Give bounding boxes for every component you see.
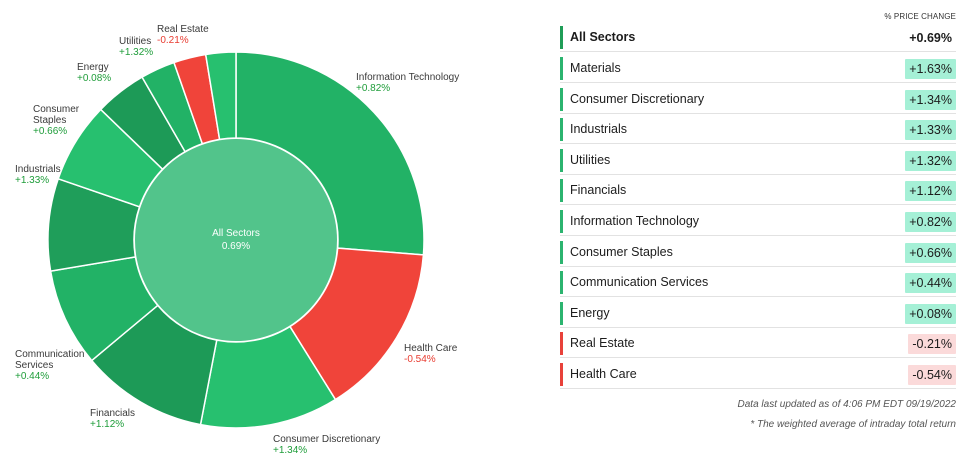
row-color-bar — [560, 118, 563, 142]
row-name: Utilities — [570, 152, 611, 167]
row-name: Consumer Staples — [570, 244, 673, 259]
center-value: 0.69% — [222, 241, 250, 252]
slice-label-name: Industrials — [15, 164, 61, 175]
row-value: +1.32% — [905, 150, 956, 171]
slice-label-value: +1.33% — [15, 175, 49, 186]
slice-label-name: Utilities — [119, 36, 151, 47]
slice-label-name: Communication Services — [15, 349, 84, 371]
row-value: +0.69% — [909, 31, 952, 45]
row-value: +0.08% — [905, 303, 956, 324]
row-name: Real Estate — [570, 336, 635, 351]
row-color-bar — [560, 179, 563, 203]
row-color-bar — [560, 148, 563, 172]
slice-label-name: Health Care — [404, 343, 458, 354]
table-row[interactable]: Information Technology +0.82% — [560, 208, 956, 236]
row-color-bar — [560, 57, 563, 80]
table-row[interactable]: Materials +1.63% — [560, 55, 956, 83]
row-value: +0.44% — [905, 273, 956, 294]
row-value: +1.33% — [905, 120, 956, 141]
row-name: Financials — [570, 183, 627, 198]
column-header: % PRICE CHANGE — [884, 12, 956, 21]
slice-materials[interactable] — [204, 51, 237, 141]
slice-label-name: Consumer Discretionary — [273, 434, 380, 445]
slice-label-value: +1.12% — [90, 419, 124, 430]
row-color-bar — [560, 210, 563, 233]
row-color-bar — [560, 332, 563, 356]
row-name: Health Care — [570, 367, 637, 381]
slice-label-value: +1.34% — [273, 445, 307, 456]
row-value: +1.63% — [905, 59, 956, 79]
footnote: * The weighted average of intraday total… — [750, 419, 956, 430]
slice-label-name: Energy — [77, 62, 109, 73]
row-color-bar — [560, 271, 563, 295]
table-row-total[interactable]: All Sectors +0.69% — [560, 24, 956, 52]
slice-label-value: -0.21% — [157, 35, 189, 46]
table-row[interactable]: Real Estate -0.21% — [560, 330, 956, 359]
slice-information-technology[interactable] — [235, 51, 425, 256]
slice-label-value: +0.08% — [77, 73, 111, 84]
slice-label-value: +0.66% — [33, 126, 67, 137]
row-color-bar — [560, 87, 563, 111]
slice-label-value: +0.44% — [15, 371, 49, 382]
row-name: Industrials — [570, 122, 627, 137]
center-label: All Sectors — [212, 228, 260, 239]
row-value: +1.12% — [905, 181, 956, 202]
donut-center — [135, 139, 337, 341]
slice-label-name: Financials — [90, 408, 135, 419]
row-name: Communication Services — [570, 275, 709, 290]
row-name: Materials — [570, 61, 621, 75]
row-name: Energy — [570, 305, 610, 320]
table-row[interactable]: Financials +1.12% — [560, 177, 956, 206]
slice-label-name: Information Technology — [356, 72, 459, 83]
slice-label-name: Real Estate — [157, 24, 209, 35]
row-value: +0.82% — [905, 212, 956, 232]
row-value: -0.21% — [908, 334, 956, 355]
row-color-bar — [560, 363, 563, 386]
slice-label-name: Consumer Staples — [33, 104, 80, 126]
table-row[interactable]: Consumer Staples +0.66% — [560, 239, 956, 267]
row-color-bar — [560, 240, 563, 264]
slice-label-value: +1.32% — [119, 47, 153, 58]
slice-label-value: -0.54% — [404, 354, 436, 365]
table-row[interactable]: Consumer Discretionary +1.34% — [560, 86, 956, 114]
table-row[interactable]: Health Care -0.54% — [560, 361, 956, 389]
row-color-bar — [560, 26, 563, 49]
table-row[interactable]: Utilities +1.32% — [560, 147, 956, 175]
row-color-bar — [560, 301, 563, 325]
table-row[interactable]: Industrials +1.33% — [560, 116, 956, 145]
row-value: +1.34% — [905, 89, 956, 110]
slice-label-value: +0.82% — [356, 83, 390, 94]
row-value: +0.66% — [905, 242, 956, 263]
row-name: Information Technology — [570, 214, 700, 228]
row-name: All Sectors — [570, 30, 636, 44]
row-value: -0.54% — [908, 365, 956, 385]
table-row[interactable]: Communication Services +0.44% — [560, 269, 956, 298]
last-updated-note: Data last updated as of 4:06 PM EDT 09/1… — [737, 399, 956, 410]
table-row[interactable]: Energy +0.08% — [560, 300, 956, 328]
row-name: Consumer Discretionary — [570, 91, 705, 106]
